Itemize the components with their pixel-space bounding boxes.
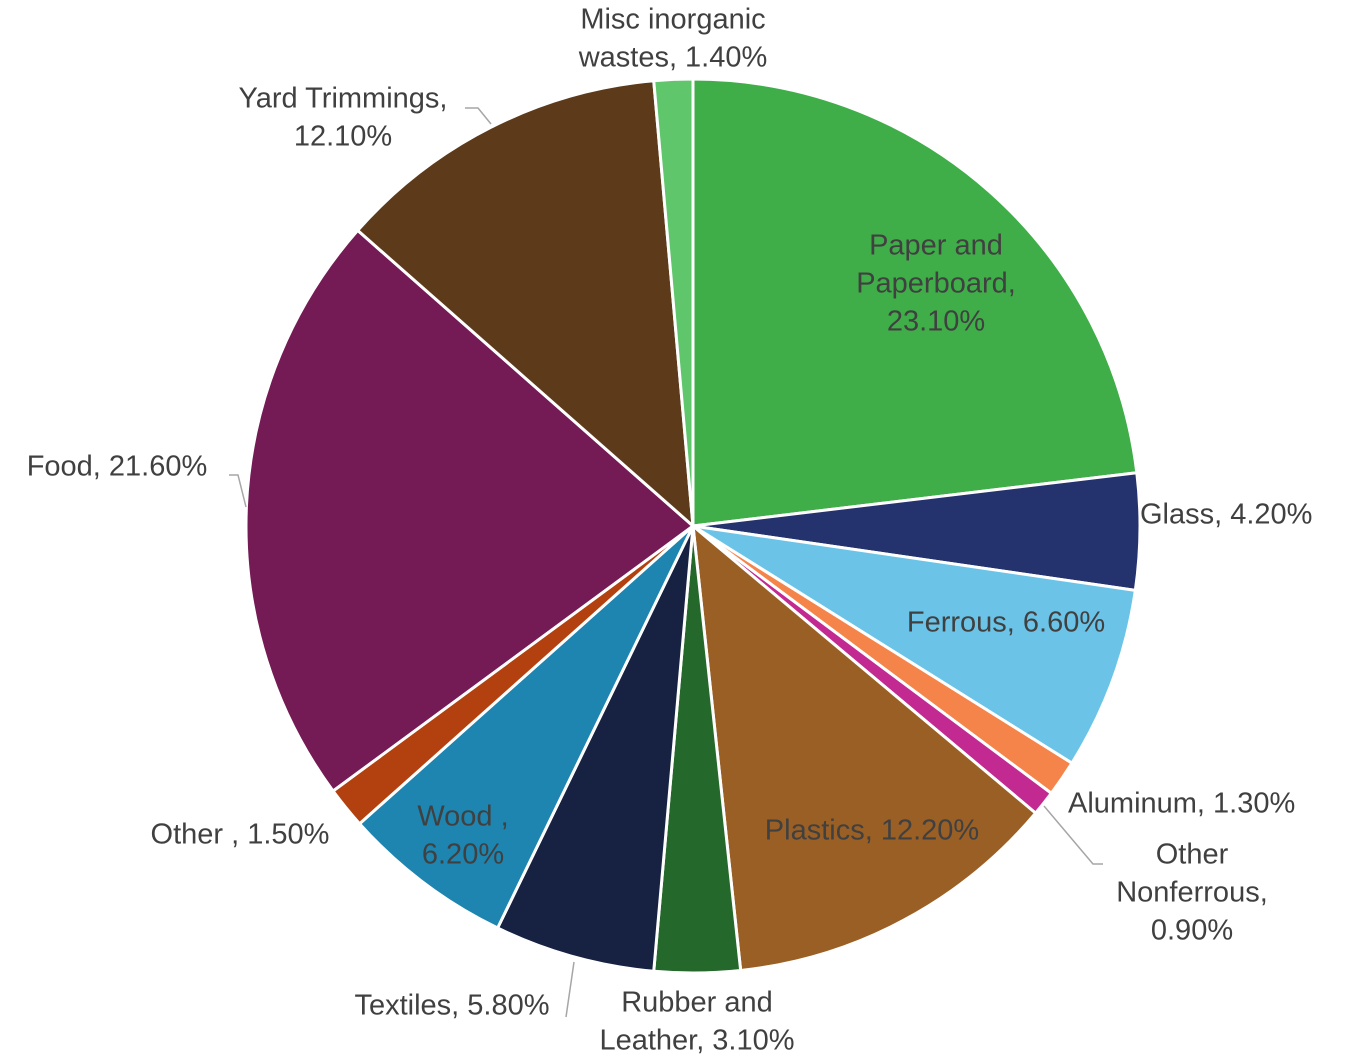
data-label-line: 0.90%: [1151, 915, 1233, 947]
data-label-line: Glass, 4.20%: [1140, 499, 1312, 531]
data-label-line: 12.10%: [294, 121, 392, 153]
data-label-yard-trimmings: Yard Trimmings, 12.10%: [239, 83, 448, 153]
data-label-line: Plastics, 12.20%: [765, 815, 979, 847]
leader-line-food: [229, 474, 247, 508]
pie-slices: [244, 77, 1142, 975]
data-label-line: Wood ,: [417, 801, 508, 833]
pie-slice-paper-and-paperboard: [691, 77, 1139, 528]
pie-slice-textiles: [496, 524, 695, 973]
data-labels: Paper and Paperboard, 23.10% Glass, 4.20% Fe…: [27, 4, 1313, 1054]
leader-line-textiles: [565, 961, 575, 1018]
data-label-rubber-and-leather: Rubber and Leather, 3.10%: [599, 987, 794, 1054]
data-label-line: Other , 1.50%: [151, 819, 330, 851]
pie-slice-ferrous: [691, 524, 1137, 765]
data-label-glass: Glass, 4.20%: [1140, 499, 1312, 531]
leader-line-yard-trimmings: [465, 107, 492, 125]
data-label-textiles: Textiles, 5.80%: [354, 990, 549, 1022]
leader-lines: [229, 107, 1103, 1018]
data-label-line: Paper and: [869, 230, 1003, 262]
data-label-plastics: Plastics, 12.20%: [765, 815, 979, 847]
data-label-aluminum: Aluminum, 1.30%: [1068, 788, 1295, 820]
data-label-line: Textiles, 5.80%: [354, 990, 549, 1022]
data-label-line: Other: [1156, 839, 1229, 871]
data-label-line: Rubber and: [621, 987, 773, 1019]
data-label-ferrous: Ferrous, 6.60%: [907, 607, 1105, 639]
leader-line-other-nonferrous: [1043, 805, 1103, 865]
data-label-paper-and-paperboard: Paper and Paperboard, 23.10%: [856, 230, 1016, 338]
pie-slice-misc-inorganic-wastes: [652, 77, 695, 528]
data-label-other: Other , 1.50%: [151, 819, 330, 851]
data-label-line: Yard Trimmings,: [239, 83, 448, 115]
data-label-food: Food, 21.60%: [27, 451, 208, 483]
data-label-line: 6.20%: [422, 839, 504, 871]
data-label-line: Paperboard,: [856, 268, 1016, 300]
data-label-line: 23.10%: [887, 306, 985, 338]
data-label-line: Misc inorganic: [580, 4, 765, 36]
data-label-line: Ferrous, 6.60%: [907, 607, 1105, 639]
data-label-wood: Wood , 6.20%: [417, 801, 508, 871]
data-label-line: wastes, 1.40%: [578, 42, 768, 74]
data-label-other-nonferrous: Other Nonferrous, 0.90%: [1116, 839, 1268, 947]
pie-slice-yard-trimmings: [356, 79, 695, 528]
data-label-line: Leather, 3.10%: [599, 1025, 794, 1054]
pie-slice-wood: [358, 524, 695, 930]
data-label-line: Food, 21.60%: [27, 451, 208, 483]
data-label-misc-inorganic-wastes: Misc inorganic wastes, 1.40%: [578, 4, 768, 74]
pie-slice-plastics: [691, 524, 1038, 972]
data-label-line: Nonferrous,: [1116, 877, 1268, 909]
data-label-line: Aluminum, 1.30%: [1068, 788, 1295, 820]
